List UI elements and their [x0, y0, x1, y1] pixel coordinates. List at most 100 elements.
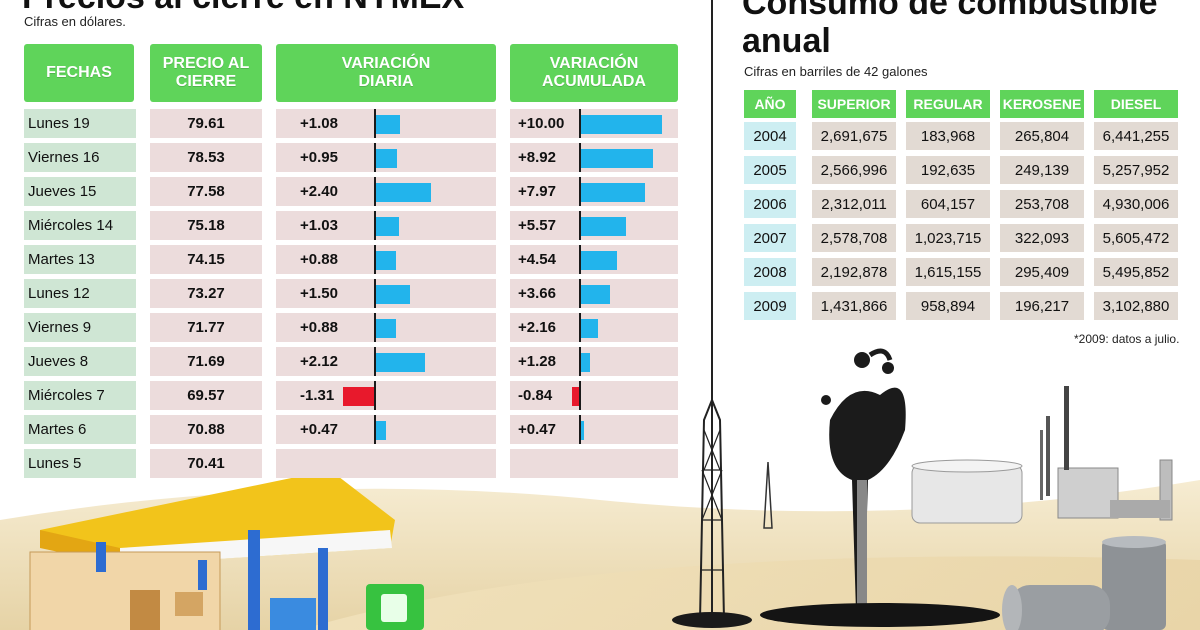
value-cell: 183,968 [906, 122, 990, 150]
value-cell: 265,804 [1000, 122, 1084, 150]
accum-var-cell: +5.57 [510, 211, 678, 240]
value-cell: 5,605,472 [1094, 224, 1178, 252]
accum-var-bar [580, 319, 598, 338]
gas-station [29, 470, 424, 630]
daily-var-bar [375, 353, 425, 372]
daily-var-cell: +0.88 [276, 313, 496, 342]
refinery-tank [911, 464, 1023, 524]
value-cell: 5,495,852 [1094, 258, 1178, 286]
left-subtitle: Cifras en dólares. [24, 14, 126, 29]
accum-var-label: +0.47 [518, 421, 556, 438]
daily-axis [374, 415, 376, 444]
daily-var-cell: +0.88 [276, 245, 496, 274]
date-cell: Martes 13 [24, 245, 136, 274]
value-cell: 2,312,011 [812, 190, 896, 218]
accum-var-cell: +0.47 [510, 415, 678, 444]
daily-var-label: +1.50 [300, 285, 338, 302]
header-variacion-acumulada: VARIACIÓN ACUMULADA [510, 44, 678, 102]
daily-var-label: +1.03 [300, 217, 338, 234]
accum-var-label: +1.28 [518, 353, 556, 370]
daily-var-label: +0.88 [300, 251, 338, 268]
daily-axis [374, 177, 376, 206]
daily-var-label: +2.40 [300, 183, 338, 200]
value-cell: 4,930,006 [1094, 190, 1178, 218]
accum-axis [579, 415, 581, 444]
value-cell: 295,409 [1000, 258, 1084, 286]
value-cell: 2,578,708 [812, 224, 896, 252]
header-fechas: FECHAS [24, 44, 134, 102]
date-cell: Viernes 16 [24, 143, 136, 172]
accum-axis [579, 279, 581, 308]
accum-axis [579, 347, 581, 376]
date-cell: Jueves 8 [24, 347, 136, 376]
oil-puddle [760, 603, 1000, 627]
daily-var-bar [375, 183, 432, 202]
value-cell: 192,635 [906, 156, 990, 184]
accum-var-bar [580, 217, 626, 236]
year-cell: 2009 [744, 292, 796, 320]
year-cell: 2005 [744, 156, 796, 184]
year-cell: 2004 [744, 122, 796, 150]
value-cell: 5,257,952 [1094, 156, 1178, 184]
daily-var-bar [375, 251, 396, 270]
accum-var-cell: +10.00 [510, 109, 678, 138]
oil-barrels [1002, 536, 1166, 630]
accum-var-label: +10.00 [518, 115, 565, 132]
value-cell: 958,894 [906, 292, 990, 320]
price-cell: 75.18 [150, 211, 262, 240]
date-cell: Martes 6 [24, 415, 136, 444]
value-cell: 6,441,255 [1094, 122, 1178, 150]
accum-var-label: +5.57 [518, 217, 556, 234]
daily-var-cell: +0.47 [276, 415, 496, 444]
price-cell: 70.88 [150, 415, 262, 444]
value-cell: 196,217 [1000, 292, 1084, 320]
daily-var-cell: +2.40 [276, 177, 496, 206]
accum-axis [579, 143, 581, 172]
right-subtitle: Cifras en barriles de 42 galones [744, 64, 928, 79]
price-cell: 70.41 [150, 449, 262, 478]
accum-var-cell: +8.92 [510, 143, 678, 172]
accum-var-label: +8.92 [518, 149, 556, 166]
col-header-regular: REGULAR [906, 90, 990, 118]
oil-gusher [829, 387, 906, 612]
daily-axis [374, 143, 376, 172]
price-cell: 79.61 [150, 109, 262, 138]
footnote: *2009: datos a julio. [1074, 332, 1180, 346]
accum-var-bar [580, 183, 646, 202]
daily-var-label: +0.88 [300, 319, 338, 336]
accum-var-bar [580, 285, 610, 304]
accum-var-label: +4.54 [518, 251, 556, 268]
value-cell: 253,708 [1000, 190, 1084, 218]
accum-axis [579, 245, 581, 274]
refinery-building [1057, 467, 1119, 519]
daily-var-cell: +1.50 [276, 279, 496, 308]
accum-var-label: +2.16 [518, 319, 556, 336]
value-cell: 1,615,155 [906, 258, 990, 286]
price-cell: 69.57 [150, 381, 262, 410]
date-cell: Miércoles 14 [24, 211, 136, 240]
value-cell: 604,157 [906, 190, 990, 218]
right-title: Consumo de combustible anual [742, 0, 1158, 60]
col-header-superior: SUPERIOR [812, 90, 896, 118]
date-cell: Lunes 5 [24, 449, 136, 478]
date-cell: Miércoles 7 [24, 381, 136, 410]
accum-var-cell: -0.84 [510, 381, 678, 410]
col-header-ano: AÑO [744, 90, 796, 118]
value-cell: 322,093 [1000, 224, 1084, 252]
accum-axis [579, 109, 581, 138]
daily-var-bar [375, 149, 398, 168]
accum-var-bar [580, 115, 662, 134]
value-cell: 2,691,675 [812, 122, 896, 150]
daily-var-label: +0.47 [300, 421, 338, 438]
accum-var-cell: +3.66 [510, 279, 678, 308]
price-cell: 74.15 [150, 245, 262, 274]
accum-var-cell: +1.28 [510, 347, 678, 376]
year-cell: 2007 [744, 224, 796, 252]
accum-axis [579, 177, 581, 206]
header-precio-cierre: PRECIO AL CIERRE [150, 44, 262, 102]
date-cell: Lunes 19 [24, 109, 136, 138]
daily-var-bar [375, 217, 400, 236]
daily-var-label: +0.95 [300, 149, 338, 166]
daily-axis [374, 347, 376, 376]
